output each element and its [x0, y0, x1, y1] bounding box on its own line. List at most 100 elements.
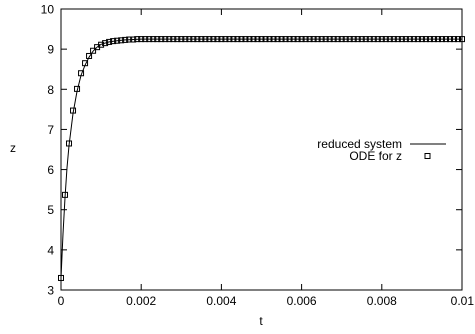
y-axis-ticks: 3 4 5 6 7 8 9 10 [41, 3, 462, 298]
series-marker-ode-for-z [426, 36, 433, 43]
series-marker-ode-for-z [326, 36, 333, 43]
series-marker-ode-for-z [162, 36, 169, 43]
series-marker-ode-for-z [130, 36, 137, 43]
series-marker-ode-for-z [106, 38, 113, 45]
series-marker-ode-for-z [122, 36, 129, 43]
series-marker-ode-for-z [182, 36, 189, 43]
series-marker-ode-for-z [358, 36, 365, 43]
series-marker-ode-for-z [158, 36, 165, 43]
series-marker-ode-for-z [438, 36, 445, 43]
series-marker-ode-for-z [222, 36, 229, 43]
series-marker-ode-for-z [346, 36, 353, 43]
series-marker-ode-for-z [150, 36, 157, 43]
legend-label-reduced-system: reduced system [317, 137, 402, 151]
series-marker-ode-for-z [442, 36, 449, 43]
series-marker-ode-for-z [342, 36, 349, 43]
y-tick-label: 3 [47, 284, 54, 298]
series-marker-ode-for-z [178, 36, 185, 43]
series-marker-ode-for-z [214, 36, 221, 43]
series-marker-ode-for-z [186, 36, 193, 43]
series-marker-ode-for-z [230, 36, 237, 43]
series-marker-ode-for-z [126, 36, 133, 43]
series-marker-ode-for-z [459, 36, 465, 43]
x-tick-label: 0.004 [206, 294, 236, 308]
series-marker-ode-for-z [430, 36, 437, 43]
series-marker-ode-for-z [166, 36, 173, 43]
series-marker-ode-for-z [82, 60, 89, 67]
series-marker-ode-for-z [354, 36, 361, 43]
series-marker-ode-for-z [266, 36, 273, 43]
series-marker-ode-for-z [114, 37, 121, 44]
series-marker-ode-for-z [410, 36, 417, 43]
series-marker-ode-for-z [310, 36, 317, 43]
series-marker-ode-for-z [278, 36, 285, 43]
series-marker-ode-for-z [390, 36, 397, 43]
plot-frame [60, 8, 463, 291]
series-marker-ode-for-z [366, 36, 373, 43]
series-marker-ode-for-z [198, 36, 205, 43]
series-marker-ode-for-z [62, 191, 69, 198]
series-marker-ode-for-z [322, 36, 329, 43]
series-marker-ode-for-z [330, 36, 337, 43]
y-tick-label: 8 [47, 83, 54, 97]
series-marker-ode-for-z [402, 36, 409, 43]
series-marker-ode-for-z [258, 36, 265, 43]
series-marker-ode-for-z [58, 274, 64, 281]
series-marker-ode-for-z [238, 36, 245, 43]
series-marker-ode-for-z [206, 36, 213, 43]
y-tick-label: 5 [47, 203, 54, 217]
series-marker-ode-for-z [286, 36, 293, 43]
x-tick-label: 0.01 [451, 294, 475, 308]
x-tick-label: 0.002 [126, 294, 156, 308]
series-marker-ode-for-z [90, 47, 97, 54]
series-marker-ode-for-z [270, 36, 277, 43]
x-tick-label: 0.006 [287, 294, 317, 308]
y-axis-label: z [10, 141, 16, 155]
series-marker-ode-for-z [418, 36, 425, 43]
series-marker-ode-for-z [454, 36, 461, 43]
series-marker-ode-for-z [110, 38, 117, 45]
series-marker-ode-for-z [86, 52, 93, 59]
series-marker-ode-for-z [434, 36, 441, 43]
x-tick-label: 0.008 [367, 294, 397, 308]
series-marker-ode-for-z [398, 36, 405, 43]
series-marker-ode-for-z [406, 36, 413, 43]
series-marker-ode-for-z [282, 36, 289, 43]
series-marker-ode-for-z [118, 37, 125, 44]
series-marker-ode-for-z [446, 36, 453, 43]
series-marker-ode-for-z [234, 36, 241, 43]
y-tick-label: 10 [41, 3, 55, 17]
series-marker-ode-for-z [78, 70, 85, 77]
series-marker-ode-for-z [370, 36, 377, 43]
series-marker-ode-for-z [382, 36, 389, 43]
series-marker-ode-for-z [210, 36, 217, 43]
series-marker-ode-for-z [338, 36, 345, 43]
series-marker-ode-for-z [298, 36, 305, 43]
y-tick-label: 6 [47, 163, 54, 177]
series-marker-ode-for-z [350, 36, 357, 43]
series-marker-ode-for-z [378, 36, 385, 43]
legend-marker-sample [424, 153, 431, 159]
series-marker-ode-for-z [386, 36, 393, 43]
series-marker-ode-for-z [66, 140, 73, 147]
series-marker-ode-for-z [226, 36, 233, 43]
series-marker-ode-for-z [102, 40, 109, 47]
series-marker-ode-for-z [134, 36, 141, 43]
y-tick-label: 7 [47, 123, 54, 137]
series-marker-ode-for-z [262, 36, 269, 43]
series-marker-ode-for-z [146, 36, 153, 43]
series-marker-ode-for-z [294, 36, 301, 43]
series-marker-ode-for-z [242, 36, 249, 43]
series-marker-ode-for-z [450, 36, 457, 43]
series-marker-ode-for-z [142, 36, 149, 43]
series-marker-ode-for-z [138, 36, 145, 43]
legend: reduced system ODE for z [317, 137, 446, 163]
series-marker-ode-for-z [374, 36, 381, 43]
series-marker-ode-for-z [154, 36, 161, 43]
series-marker-ode-for-z [362, 36, 369, 43]
series-marker-ode-for-z [98, 41, 105, 48]
series-marker-ode-for-z [170, 36, 177, 43]
series-marker-ode-for-z [422, 36, 429, 43]
legend-label-ode-for-z: ODE for z [349, 149, 402, 163]
